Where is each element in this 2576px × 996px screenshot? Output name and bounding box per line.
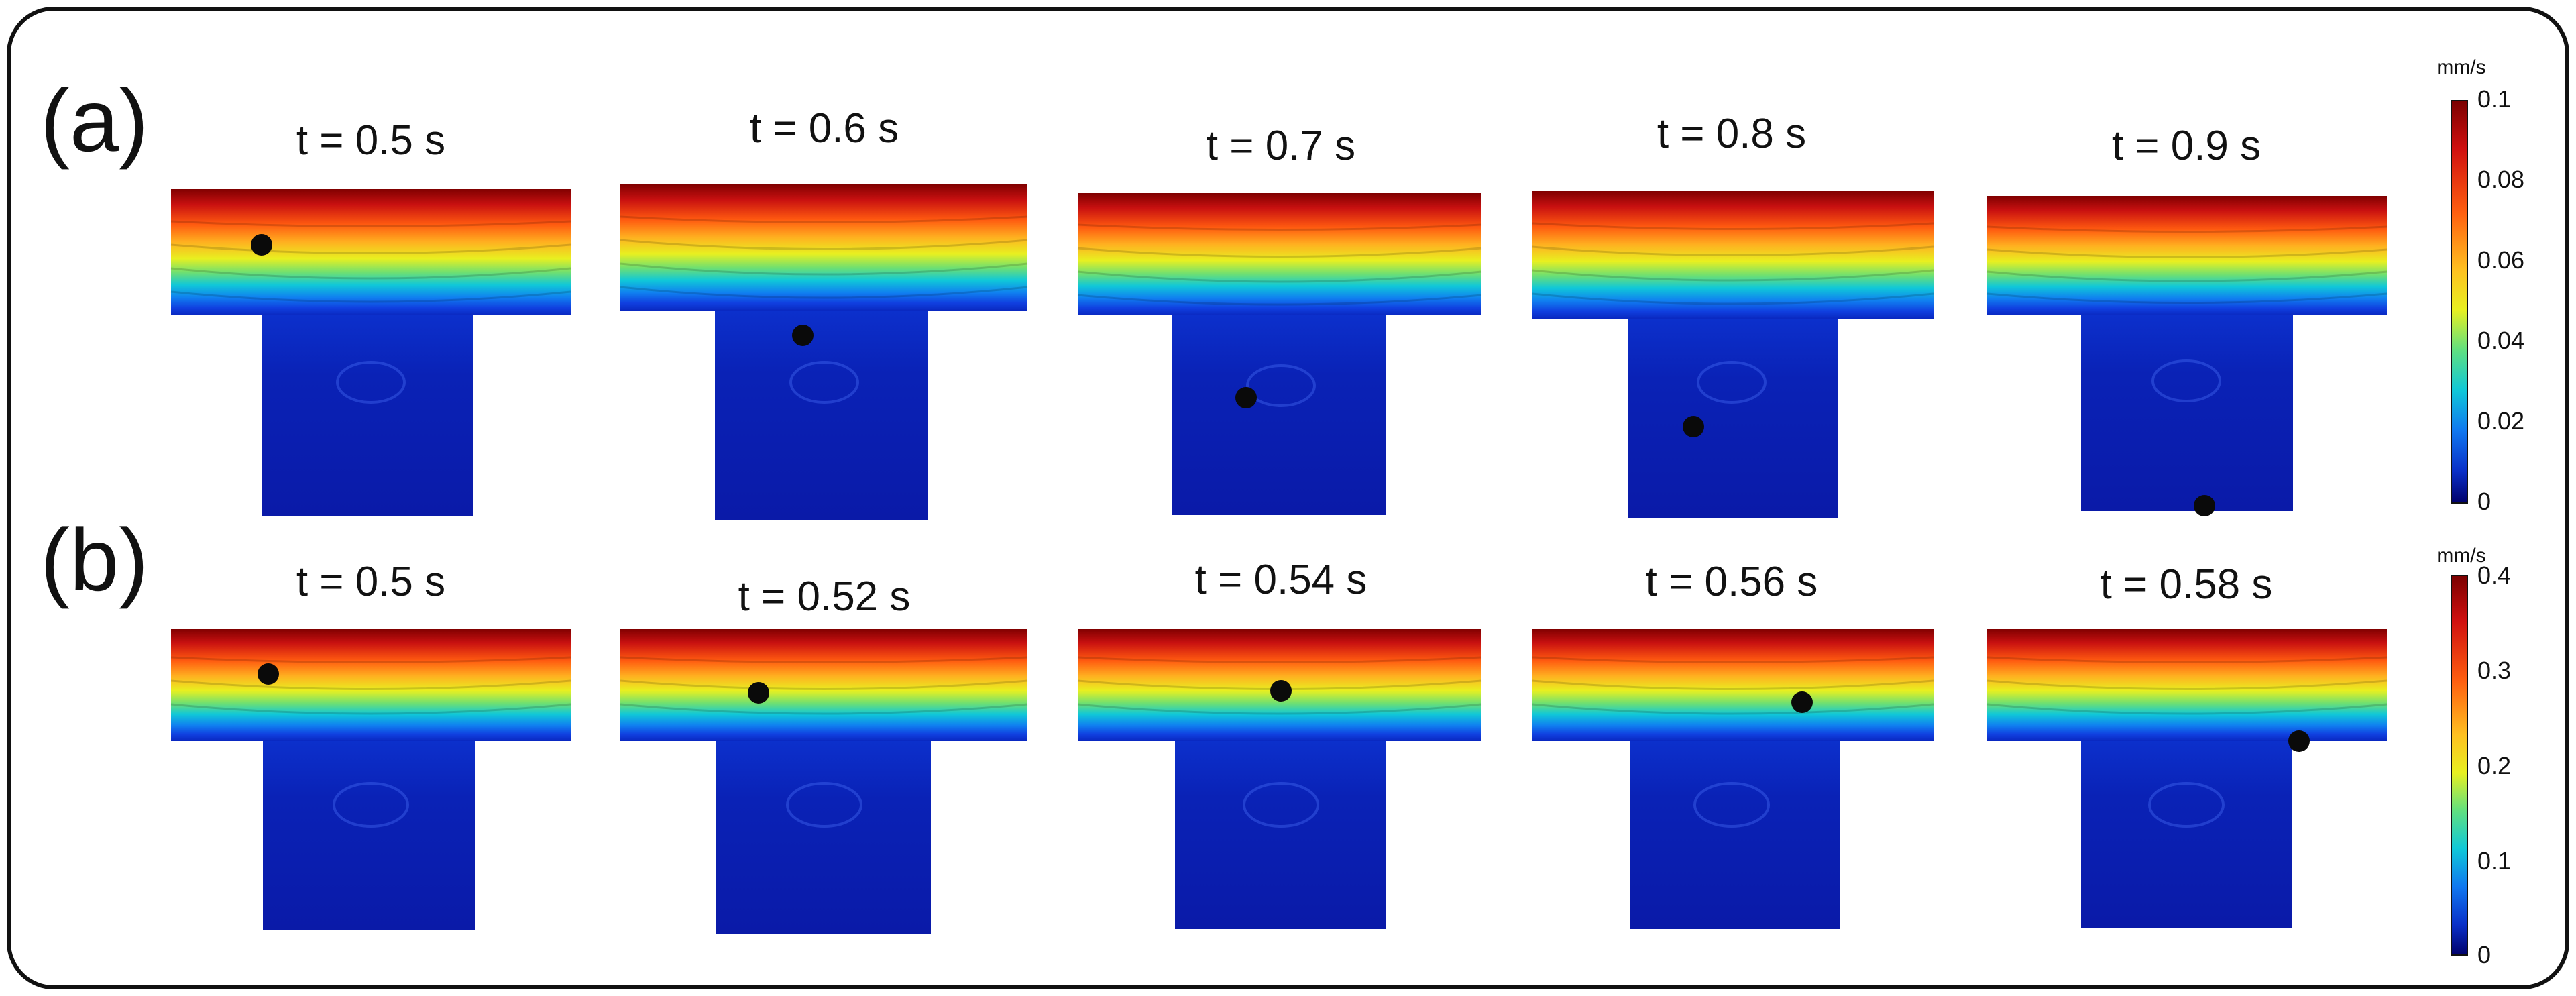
particle bbox=[1683, 416, 1704, 437]
panel-b4: t = 0.56 s bbox=[1532, 559, 1934, 929]
colorbar-tick: 0.04 bbox=[2477, 327, 2524, 354]
vortex bbox=[786, 782, 862, 828]
panel-a3: t = 0.7 s bbox=[1077, 123, 1482, 515]
colorbar-tick: 0.1 bbox=[2477, 85, 2511, 113]
particle bbox=[2288, 730, 2310, 752]
channel-main bbox=[620, 629, 1027, 741]
time-label: t = 0.5 s bbox=[296, 117, 445, 164]
colorbar-tick: 0.02 bbox=[2477, 407, 2524, 435]
channel-main bbox=[1532, 191, 1934, 319]
channel-branch bbox=[2081, 741, 2292, 928]
colorbar-tick: 0.1 bbox=[2477, 847, 2511, 875]
colorbar-tick: 0.08 bbox=[2477, 166, 2524, 193]
particle bbox=[792, 325, 814, 346]
vortex bbox=[336, 361, 406, 404]
streamlines bbox=[1532, 222, 1934, 305]
colorbar-tick: 0.4 bbox=[2477, 561, 2511, 589]
vortex bbox=[2148, 782, 2225, 828]
vortex bbox=[2151, 359, 2221, 402]
particle bbox=[1791, 691, 1813, 713]
channel-branch bbox=[1172, 315, 1386, 515]
particle bbox=[1270, 680, 1292, 702]
time-label: t = 0.58 s bbox=[2101, 561, 2273, 608]
vortex bbox=[1693, 782, 1770, 828]
channel-branch bbox=[715, 311, 928, 520]
channel-branch bbox=[2081, 315, 2293, 511]
streamlines bbox=[620, 215, 1028, 299]
panel-b5: t = 0.58 s bbox=[1986, 561, 2388, 928]
streamlines bbox=[1986, 225, 2388, 304]
time-label: t = 0.56 s bbox=[1646, 559, 1818, 605]
colorbar bbox=[2451, 575, 2468, 956]
panel-a4: t = 0.8 s bbox=[1532, 111, 1934, 518]
panel-b3: t = 0.54 s bbox=[1077, 557, 1482, 929]
figure-frame bbox=[7, 7, 2569, 989]
particle bbox=[1235, 387, 1257, 408]
time-label: t = 0.8 s bbox=[1657, 111, 1806, 157]
channel-branch bbox=[1628, 319, 1838, 518]
particle bbox=[251, 234, 272, 256]
row-a: (a) t = 0.5 s t = 0.6 s t = 0.7 s bbox=[40, 56, 2524, 520]
vortex bbox=[1243, 782, 1319, 828]
channel-main bbox=[1078, 193, 1481, 315]
colorbar-b: mm/s 0.4 0.3 0.2 0.1 0 bbox=[2437, 545, 2511, 969]
channel-main bbox=[1987, 196, 2387, 315]
streamlines bbox=[1077, 223, 1482, 306]
colorbar-tick: 0.06 bbox=[2477, 246, 2524, 274]
channel-branch bbox=[1175, 741, 1386, 929]
particle bbox=[2194, 495, 2215, 516]
channel-main bbox=[171, 629, 571, 741]
channel-branch bbox=[263, 741, 475, 930]
row-label: (b) bbox=[40, 510, 148, 609]
streamlines bbox=[620, 656, 1028, 715]
streamlines bbox=[1986, 656, 2388, 715]
panel-a2: t = 0.6 s bbox=[620, 105, 1028, 520]
time-label: t = 0.7 s bbox=[1207, 123, 1355, 169]
particle bbox=[258, 663, 279, 685]
channel-branch bbox=[716, 741, 931, 934]
row-b: (b) t = 0.5 s t = 0.52 s t = 0.54 s bbox=[40, 510, 2511, 969]
time-label: t = 0.54 s bbox=[1195, 557, 1367, 603]
time-label: t = 0.9 s bbox=[2112, 123, 2261, 169]
particle bbox=[748, 682, 769, 704]
channel-branch bbox=[262, 315, 473, 516]
streamlines bbox=[170, 656, 571, 715]
vortex bbox=[1246, 364, 1316, 407]
streamlines bbox=[1532, 656, 1934, 715]
colorbar-unit: mm/s bbox=[2437, 545, 2485, 567]
panel-a5: t = 0.9 s bbox=[1986, 123, 2388, 516]
channel-main bbox=[171, 189, 571, 315]
streamlines bbox=[170, 220, 571, 303]
row-label: (a) bbox=[40, 71, 148, 170]
time-label: t = 0.6 s bbox=[750, 105, 899, 152]
channel-branch bbox=[1630, 741, 1840, 929]
panel-a1: t = 0.5 s bbox=[170, 117, 571, 516]
colorbar bbox=[2451, 100, 2468, 504]
colorbar-tick: 0.2 bbox=[2477, 752, 2511, 779]
time-label: t = 0.52 s bbox=[738, 573, 911, 620]
time-label: t = 0.5 s bbox=[296, 559, 445, 605]
colorbar-tick: 0 bbox=[2477, 488, 2491, 515]
channel-main bbox=[1532, 629, 1934, 741]
vortex bbox=[789, 361, 859, 404]
channel-main bbox=[1987, 629, 2387, 741]
colorbar-tick: 0.3 bbox=[2477, 657, 2511, 684]
colorbar-unit: mm/s bbox=[2437, 56, 2485, 78]
vortex bbox=[1697, 361, 1767, 404]
colorbar-a: mm/s 0.1 0.08 0.06 0.04 0.02 0 bbox=[2437, 56, 2524, 515]
panel-b2: t = 0.52 s bbox=[620, 573, 1028, 934]
vortex bbox=[333, 782, 409, 828]
colorbar-tick: 0 bbox=[2477, 941, 2491, 969]
panel-b1: t = 0.5 s bbox=[170, 559, 571, 930]
channel-main bbox=[620, 184, 1027, 311]
